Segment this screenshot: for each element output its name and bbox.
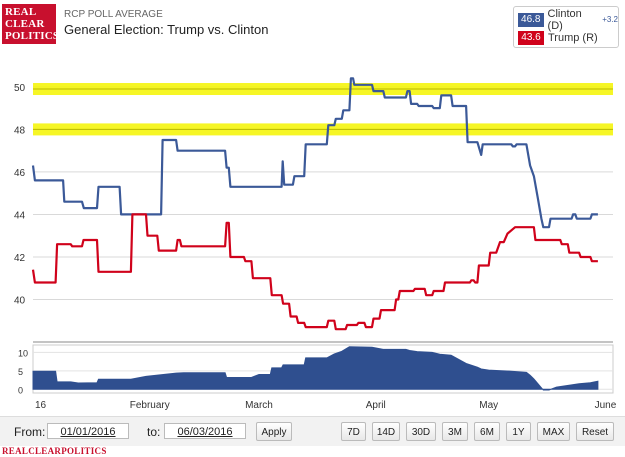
range-7d-button[interactable]: 7D [341,422,366,441]
to-label: to: [147,425,161,439]
range-6m-button[interactable]: 6M [474,422,500,441]
y-tick-label: 42 [14,253,26,264]
y-tick-label: 40 [14,295,26,306]
y-tick-label: 50 [14,83,26,94]
x-tick-label: February [130,400,170,411]
chart-area[interactable]: 40 42 44 46 48 50 0 5 10 16 February March April May J… [0,48,625,416]
from-label: From: [14,425,46,439]
chart-title: General Election: Trump vs. Clinton [64,22,269,37]
navigator-tick-label: 10 [18,348,28,358]
range-30d-button[interactable]: 30D [406,422,436,441]
legend-item-clinton[interactable]: 46.8 Clinton (D) +3.2 [518,8,618,32]
footer-brand: REALCLEARPOLITICS [2,446,107,456]
to-date-input[interactable]: 06/03/2016 [164,423,246,439]
navigator-tick-label: 5 [18,367,23,377]
y-tick-label: 44 [14,210,26,221]
trump-value-badge: 43.6 [518,30,544,45]
x-tick-label: 16 [35,400,47,411]
reset-button[interactable]: Reset [576,422,614,441]
range-14d-button[interactable]: 14D [372,422,400,441]
trump-series-line[interactable] [31,213,598,331]
x-tick-label: March [245,400,273,411]
logo-line-2: CLEAR [5,18,45,30]
y-tick-label: 46 [14,168,26,179]
apply-button[interactable]: Apply [256,422,292,441]
range-1y-button[interactable]: 1Y [506,422,531,441]
from-date-input[interactable]: 01/01/2016 [47,423,129,439]
range-controls: From: 01/01/2016 to: 06/03/2016 Apply 7D… [0,416,625,446]
x-tick-label: April [366,400,386,411]
clinton-spread: +3.2 [602,15,618,24]
y-tick-label: 48 [14,125,26,136]
x-tick-label: May [479,400,498,411]
navigator-tick-label: 0 [18,385,23,395]
logo-line-3: POLITICS [5,30,60,42]
clinton-label: Clinton (D) [547,7,582,32]
spread-area [32,346,599,391]
chart-kicker: RCP POLL AVERAGE [64,9,163,20]
range-3m-button[interactable]: 3M [442,422,468,441]
legend-box: 46.8 Clinton (D) +3.2 43.6 Trump (R) [513,6,619,48]
x-tick-label: June [595,400,617,411]
clinton-value-badge: 46.8 [518,12,544,27]
plot-background [33,55,613,342]
rcp-logo[interactable]: REAL CLEAR POLITICS [2,4,60,44]
legend-item-trump[interactable]: 43.6 Trump (R) [518,30,598,45]
trump-label: Trump (R) [548,31,598,44]
poll-chart[interactable]: 40 42 44 46 48 50 0 5 10 16 February March April May J… [0,48,625,416]
logo-line-1: REAL [5,6,37,18]
range-max-button[interactable]: MAX [537,422,570,441]
clinton-series-line[interactable] [31,77,598,229]
chart-header: REAL CLEAR POLITICS RCP POLL AVERAGE Gen… [0,0,625,48]
